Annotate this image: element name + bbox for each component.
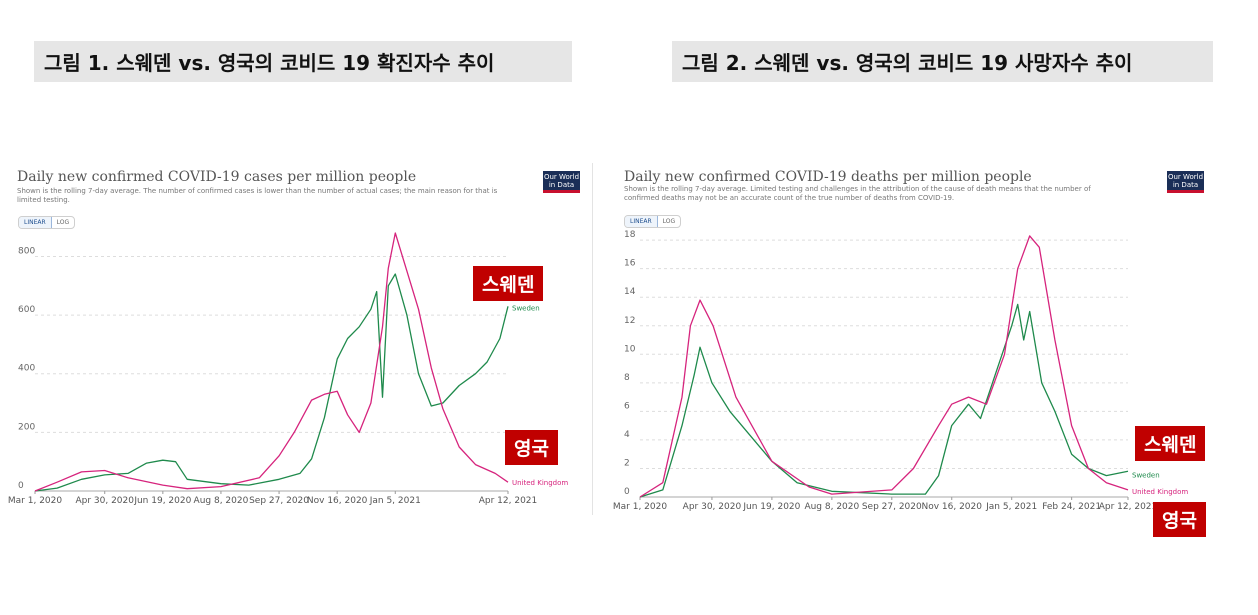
log-toggle-button[interactable]: LOG — [662, 218, 676, 225]
y-tick-label: 2 — [624, 458, 630, 468]
y-tick-label: 800 — [18, 246, 35, 256]
deaths-line-chart: 0 2 4 6 8 10 12 14 16 18 Mar 1, 2020 Apr 30, 2020 Ju… — [613, 230, 1188, 512]
chart-title: Daily new confirmed COVID-19 cases per m… — [17, 169, 417, 185]
x-tick-label: Apr 12, 2021 — [1099, 502, 1158, 512]
owid-logo: Our World in Data — [1167, 171, 1204, 193]
cases-chart-panel: Daily new confirmed COVID-19 cases per m… — [8, 163, 585, 515]
cases-line-chart: 0 200 400 600 800 Mar 1, 2020 Apr 30, 2020 Jun … — [8, 232, 568, 506]
figure-2-heading: 그림 2. 스웨덴 vs. 영국의 코비드 19 사망자수 추이 — [672, 41, 1213, 82]
linear-toggle-button[interactable]: LINEAR — [625, 216, 658, 227]
uk-badge: 영국 — [505, 430, 558, 465]
log-toggle-button[interactable]: LOG — [56, 219, 70, 226]
united-kingdom-series-line — [34, 232, 509, 492]
x-tick-label: Mar 1, 2020 — [613, 502, 667, 512]
x-tick-label: Mar 1, 2020 — [8, 496, 62, 506]
x-tick-label: Jan 5, 2021 — [985, 502, 1037, 512]
y-tick-label: 600 — [18, 305, 35, 315]
y-tick-label: 6 — [624, 401, 630, 411]
x-tick-label: Aug 8, 2020 — [194, 496, 249, 506]
y-tick-label: 4 — [624, 430, 630, 440]
sweden-end-label: Sweden — [1132, 471, 1160, 479]
figure-1-heading: 그림 1. 스웨덴 vs. 영국의 코비드 19 확진자수 추이 — [34, 41, 572, 82]
chart-title: Daily new confirmed COVID-19 deaths per … — [624, 169, 1032, 185]
x-tick-label: Sep 27, 2020 — [249, 496, 309, 506]
x-tick-label: Nov 16, 2020 — [921, 502, 982, 512]
scale-toggle[interactable]: LINEAR LOG — [624, 215, 682, 228]
x-tick-label: Sep 27, 2020 — [862, 502, 922, 512]
x-tick-label: Aug 8, 2020 — [804, 502, 859, 512]
united-kingdom-end-label: United Kingdom — [1132, 488, 1188, 496]
sweden-series-line — [639, 303, 1129, 498]
united-kingdom-series-line — [639, 235, 1129, 498]
y-tick-label: 18 — [624, 230, 636, 240]
x-tick-label: Feb 24, 2021 — [1042, 502, 1101, 512]
uk-badge: 영국 — [1153, 502, 1206, 537]
sweden-series-line — [34, 273, 509, 492]
y-tick-label: 16 — [624, 259, 636, 269]
y-tick-label: 8 — [624, 373, 630, 383]
x-tick-label: Nov 16, 2020 — [307, 496, 368, 506]
x-tick-label: Jan 5, 2021 — [369, 496, 421, 506]
sweden-badge: 스웨덴 — [473, 266, 544, 301]
y-tick-label: 400 — [18, 364, 35, 374]
y-tick-label: 10 — [624, 344, 636, 354]
x-tick-label: Apr 30, 2020 — [75, 496, 134, 506]
sweden-end-label: Sweden — [512, 304, 540, 312]
x-tick-label: Jun 19, 2020 — [133, 496, 191, 506]
y-tick-label: 0 — [18, 481, 24, 491]
linear-toggle-button[interactable]: LINEAR — [19, 217, 52, 228]
y-tick-label: 14 — [624, 287, 636, 297]
scale-toggle[interactable]: LINEAR LOG — [18, 216, 76, 229]
y-tick-label: 12 — [624, 316, 635, 326]
x-tick-label: Jun 19, 2020 — [742, 502, 800, 512]
x-tick-label: Apr 30, 2020 — [683, 502, 742, 512]
x-tick-label: Apr 12, 2021 — [479, 496, 538, 506]
sweden-badge: 스웨덴 — [1135, 426, 1206, 461]
chart-subtitle: Shown is the rolling 7-day average. The … — [17, 187, 498, 204]
chart-subtitle: Shown is the rolling 7-day average. Limi… — [624, 185, 1091, 202]
panel-divider — [592, 163, 593, 515]
y-tick-label: 0 — [624, 487, 630, 497]
owid-logo: Our World in Data — [543, 171, 580, 193]
deaths-chart-panel: Daily new confirmed COVID-19 deaths per … — [612, 163, 1226, 515]
y-tick-label: 200 — [18, 422, 35, 432]
united-kingdom-end-label: United Kingdom — [512, 479, 568, 487]
